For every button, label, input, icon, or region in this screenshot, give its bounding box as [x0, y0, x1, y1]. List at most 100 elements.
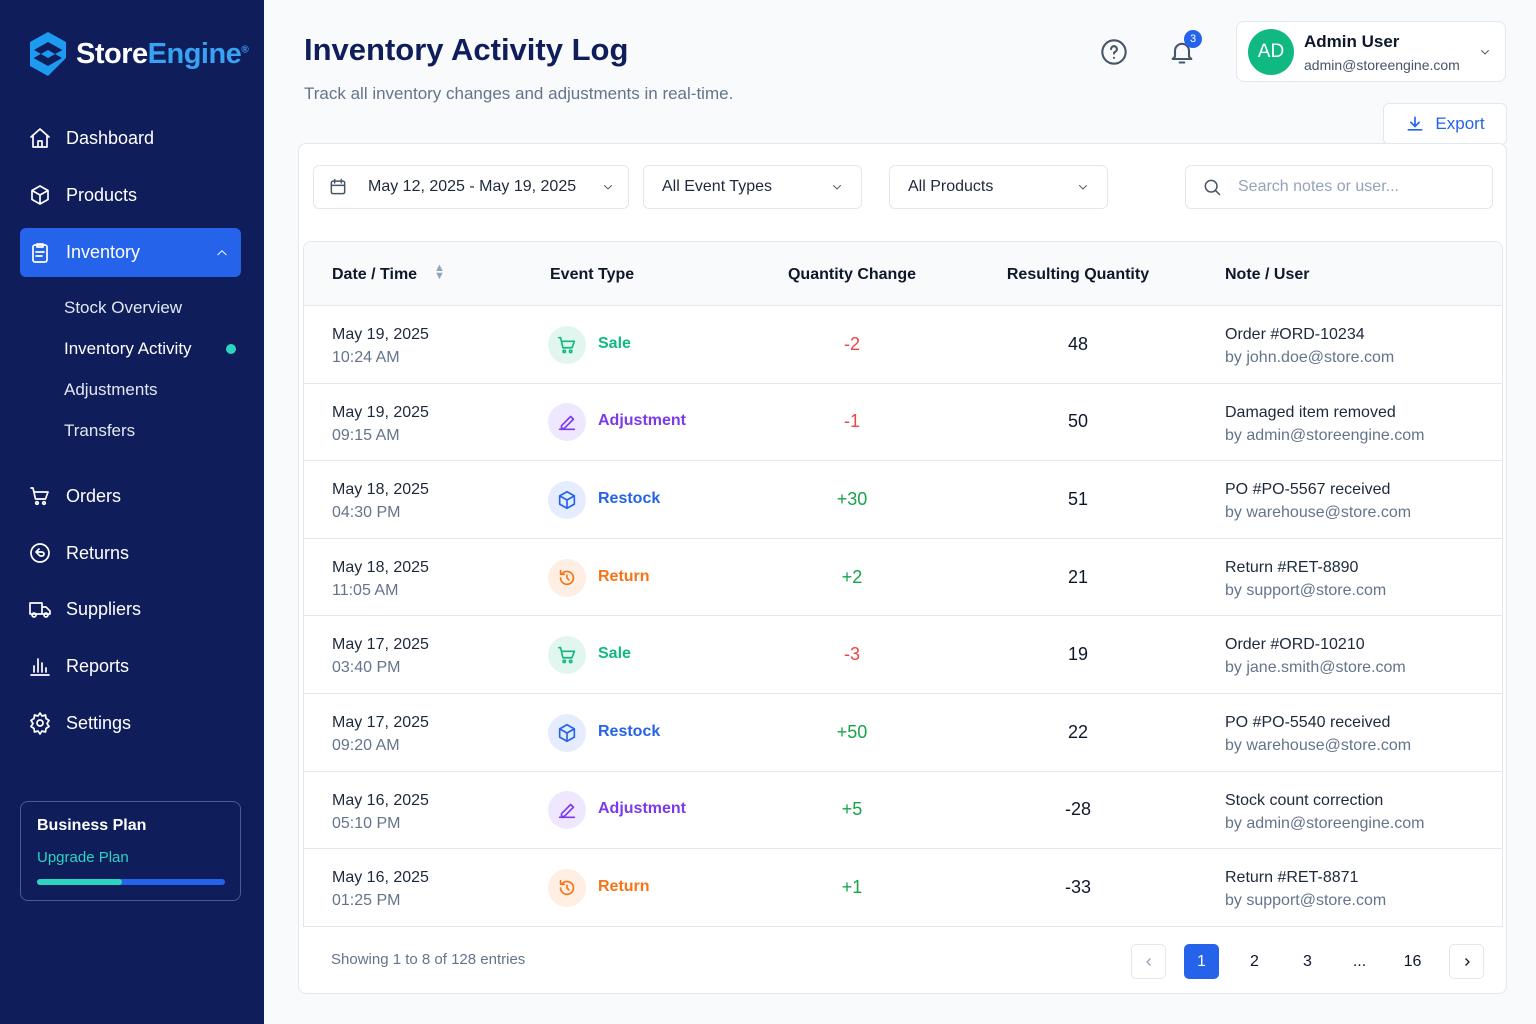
- row-user: by jane.smith@store.com: [1225, 659, 1406, 677]
- plan-link[interactable]: Upgrade Plan: [37, 849, 129, 866]
- plan-progress-fill: [37, 879, 122, 885]
- page-subtitle: Track all inventory changes and adjustme…: [304, 84, 734, 103]
- row-note: Damaged item removed: [1225, 403, 1396, 421]
- subnav-item[interactable]: Adjustments: [64, 380, 158, 399]
- brand: StoreEngine®: [76, 38, 249, 71]
- next-page[interactable]: [1449, 944, 1484, 979]
- nav-label: Orders: [66, 485, 122, 506]
- event-icon: [548, 480, 586, 519]
- event-filter[interactable]: All Event Types: [643, 165, 862, 209]
- row-time: 05:10 PM: [332, 814, 401, 832]
- nav-item[interactable]: Suppliers: [20, 585, 241, 633]
- column-header: Event Type: [550, 266, 635, 283]
- row-date: May 18, 2025: [332, 558, 429, 576]
- page-button[interactable]: ...: [1352, 952, 1367, 970]
- row-user: by john.doe@store.com: [1225, 349, 1395, 366]
- page-button[interactable]: 3: [1303, 952, 1312, 970]
- event-icon: [548, 558, 586, 597]
- event-type: Sale: [598, 334, 631, 352]
- quantity-change: -3: [843, 644, 860, 665]
- avatar: AD: [1248, 29, 1294, 75]
- page-button[interactable]: 1: [1184, 944, 1219, 979]
- event-icon: [548, 403, 586, 442]
- row-time: 04:30 PM: [332, 504, 401, 522]
- help-icon[interactable]: [1100, 38, 1128, 66]
- event-icon: [548, 713, 586, 752]
- resulting-quantity: -33: [1064, 876, 1091, 897]
- row-user: by support@store.com: [1225, 581, 1387, 599]
- row-date: May 16, 2025: [332, 869, 429, 887]
- resulting-quantity: 19: [1067, 644, 1089, 665]
- table-row: May 19, 2025 10:24 AM Sale -2 48 Order #ORD-1…: [304, 306, 1502, 384]
- product-filter[interactable]: All Products: [889, 165, 1108, 209]
- nav-item[interactable]: Reports: [20, 642, 241, 690]
- sidebar: StoreEngine® Dashboard Products Inventor…: [0, 0, 264, 1024]
- notification-badge: 3: [1184, 30, 1202, 48]
- row-note: Order #ORD-10234: [1225, 326, 1365, 343]
- date-filter[interactable]: May 12, 2025 - May 19, 2025: [313, 165, 629, 209]
- page-button[interactable]: 16: [1403, 952, 1422, 970]
- subnav-item[interactable]: Transfers: [64, 421, 136, 440]
- filter-label: All Products: [908, 178, 994, 195]
- card: May 12, 2025 - May 19, 2025 All Event Ty…: [298, 143, 1507, 994]
- nav-item[interactable]: Settings: [20, 699, 241, 747]
- row-user: by admin@storeengine.com: [1225, 814, 1425, 832]
- nav-label: Dashboard: [66, 127, 155, 148]
- event-icon: [548, 868, 586, 907]
- table-row: May 18, 2025 11:05 AM Return +2 21 Return #RE…: [304, 539, 1502, 617]
- sort-icon[interactable]: ▲ ▼: [434, 262, 445, 282]
- table-row: May 19, 2025 09:15 AM Adjustment -1 50 Damage…: [304, 384, 1502, 462]
- nav-item[interactable]: Products: [20, 171, 241, 219]
- user-email: admin@storeengine.com: [1304, 57, 1460, 73]
- user-menu[interactable]: AD Admin User admin@storeengine.com: [1236, 21, 1506, 82]
- brand-mark: ®: [241, 44, 249, 56]
- quantity-change: +5: [841, 799, 863, 820]
- nav-label: Suppliers: [66, 598, 142, 619]
- row-note: PO #PO-5540 received: [1225, 714, 1391, 731]
- page-button[interactable]: 2: [1250, 952, 1259, 970]
- column-header[interactable]: Date / Time: [332, 266, 418, 283]
- resulting-quantity: 21: [1067, 566, 1089, 587]
- subnav-item[interactable]: Stock Overview: [64, 298, 183, 317]
- chevron: [1481, 50, 1489, 55]
- row-time: 09:20 AM: [332, 737, 400, 754]
- row-date: May 19, 2025: [332, 326, 429, 343]
- quantity-change: +1: [841, 876, 863, 897]
- quantity-change: +2: [841, 566, 863, 587]
- table-row: May 18, 2025 04:30 PM Restock +30 51 PO #PO-5…: [304, 461, 1502, 539]
- nav-item[interactable]: Inventory: [20, 228, 241, 277]
- event-icon: [548, 636, 586, 675]
- event-type: Return: [598, 567, 650, 585]
- brand-a: Store: [76, 38, 148, 70]
- nav-item[interactable]: Dashboard: [20, 114, 241, 162]
- search-input[interactable]: Search notes or user...: [1185, 165, 1493, 209]
- prev-page[interactable]: [1131, 944, 1166, 979]
- nav-item[interactable]: Orders: [20, 472, 241, 520]
- table-row: May 17, 2025 09:20 AM Restock +50 22 PO #PO-5…: [304, 694, 1502, 772]
- column-header: Resulting Quantity: [1006, 266, 1150, 283]
- row-user: by warehouse@store.com: [1225, 737, 1412, 754]
- column-header: Quantity Change: [787, 266, 916, 283]
- table-row: May 17, 2025 03:40 PM Sale -3 19 Order #ORD-1…: [304, 616, 1502, 694]
- row-date: May 17, 2025: [332, 636, 429, 654]
- quantity-change: +50: [836, 721, 868, 742]
- resulting-quantity: 48: [1067, 333, 1089, 354]
- event-type: Sale: [598, 645, 631, 663]
- nav-item[interactable]: Returns: [20, 529, 241, 577]
- row-date: May 18, 2025: [332, 481, 429, 499]
- event-type: Restock: [598, 722, 661, 740]
- row-time: 03:40 PM: [332, 659, 401, 677]
- subnav-item[interactable]: Inventory Activity: [64, 339, 192, 358]
- table-row: May 16, 2025 01:25 PM Return +1 -33 Return #R…: [304, 849, 1502, 926]
- resulting-quantity: 22: [1067, 721, 1089, 742]
- event-type: Return: [598, 877, 650, 895]
- table-row: May 16, 2025 05:10 PM Adjustment +5 -28 Stock…: [304, 772, 1502, 850]
- row-note: Order #ORD-10210: [1225, 636, 1365, 654]
- search-placeholder: Search notes or user...: [1238, 178, 1399, 195]
- row-time: 09:15 AM: [332, 426, 400, 444]
- row-user: by warehouse@store.com: [1225, 504, 1412, 522]
- export-button[interactable]: Export: [1383, 103, 1507, 145]
- export-label: Export: [1435, 114, 1485, 133]
- filter-label: All Event Types: [662, 178, 772, 195]
